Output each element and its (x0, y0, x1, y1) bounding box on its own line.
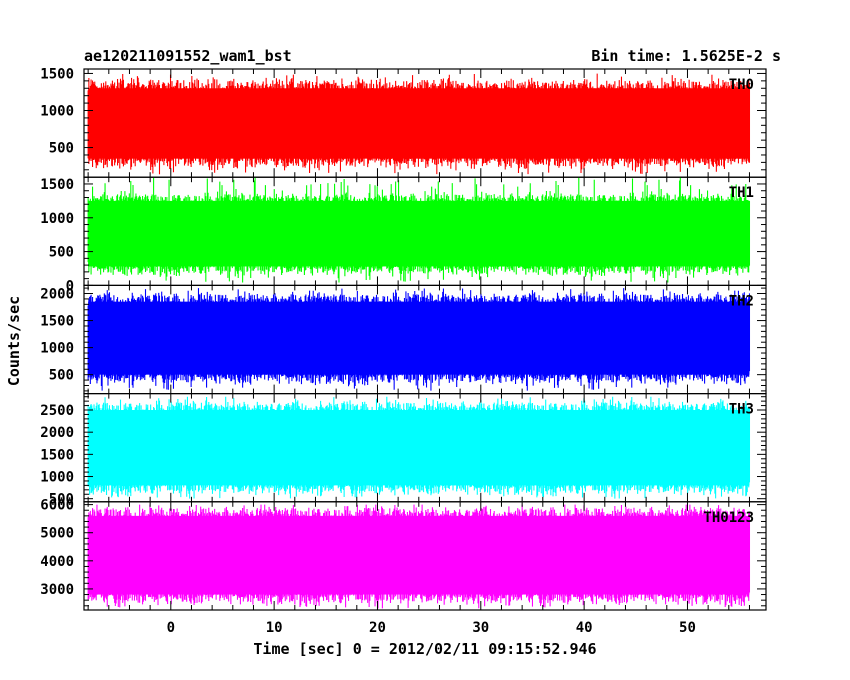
panel-label-th0: TH0 (729, 77, 754, 93)
x-axis-label: Time [sec] 0 = 2012/02/11 09:15:52.946 (253, 640, 596, 658)
panel-th0123: 3000 4000 5000 6000 TH0123 (40, 498, 767, 611)
y-tick-label: 1000 (40, 211, 74, 227)
bin-time-label: Bin time: 1.5625E-2 s (591, 47, 781, 65)
panel-th3: 500 1000 1500 2000 2500 TH3 (40, 393, 767, 508)
series-core-th3 (88, 410, 750, 486)
y-tick-label: 4000 (40, 554, 74, 570)
y-tick-label: 1500 (40, 314, 74, 330)
x-axis: 0 10 20 30 40 50 (167, 620, 696, 636)
panel-label-th3: TH3 (729, 402, 754, 418)
y-tick-label: 1500 (40, 447, 74, 463)
y-tick-label: 1000 (40, 470, 74, 486)
y-tick-label: 500 (49, 141, 74, 157)
x-tick-label: 50 (679, 620, 696, 636)
x-tick-label: 40 (576, 620, 593, 636)
y-tick-label: 2000 (40, 287, 74, 303)
panel-th0: 500 1000 1500 TH0 (40, 66, 767, 178)
x-tick-label: 0 (167, 620, 175, 636)
x-tick-label: 20 (369, 620, 386, 636)
panel-frame (83, 501, 767, 611)
y-tick-label: 2000 (40, 425, 74, 441)
x-tick-label: 10 (266, 620, 283, 636)
panels-group: 500 1000 1500 TH0 0 500 1000 1500 TH1 500 1000 1500… (40, 66, 767, 611)
y-tick-label: 1500 (40, 66, 74, 82)
panel-th1: 0 500 1000 1500 TH1 (40, 176, 767, 294)
y-tick-label: 500 (49, 492, 74, 508)
panel-label-th2: TH2 (729, 293, 754, 309)
y-tick-label: 500 (49, 245, 74, 261)
series-core-th1 (88, 200, 750, 267)
y-tick-label: 3000 (40, 582, 74, 598)
y-tick-label: 2500 (40, 403, 74, 419)
y-tick-label: 6000 (40, 498, 74, 514)
panel-label-th1: TH1 (729, 185, 754, 201)
y-tick-label: 0 (66, 278, 74, 294)
y-tick-label: 500 (49, 368, 74, 384)
x-tick-label: 30 (472, 620, 489, 636)
panel-label-th0123: TH0123 (703, 510, 754, 526)
y-tick-label: 1000 (40, 104, 74, 120)
y-tick-label: 1500 (40, 177, 74, 193)
series-core-th2 (88, 301, 750, 375)
y-tick-label: 5000 (40, 526, 74, 542)
panel-th2: 500 1000 1500 2000 TH2 (40, 284, 767, 395)
y-tick-label: 1000 (40, 341, 74, 357)
y-axis-label: Counts/sec (5, 296, 23, 386)
series-core-th0123 (88, 515, 750, 595)
series-core-th0 (88, 88, 750, 159)
chart-title: ae120211091552_wam1_bst (84, 47, 292, 65)
